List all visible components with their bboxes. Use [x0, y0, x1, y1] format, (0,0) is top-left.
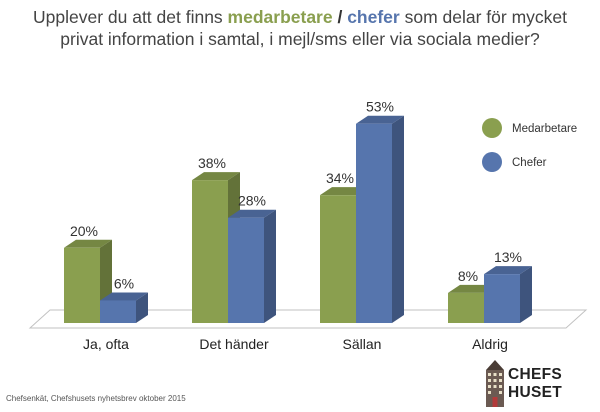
- bar-top: [228, 209, 276, 218]
- bar: [356, 123, 392, 323]
- data-label: 20%: [70, 223, 98, 239]
- bar-top: [484, 266, 532, 275]
- title-highlight-medarbetare: medarbetare: [227, 7, 333, 27]
- category-label: Ja, ofta: [83, 336, 129, 352]
- category-label: Aldrig: [472, 336, 508, 352]
- legend-label: Chefer: [512, 157, 547, 169]
- bar: [64, 247, 100, 323]
- category-label: Sällan: [343, 336, 382, 352]
- title-separator: /: [332, 7, 348, 27]
- title-text: Upplever du att det finns: [32, 7, 228, 27]
- bar: [100, 300, 136, 323]
- chart-floor: [28, 309, 588, 329]
- category-label: Det händer: [199, 336, 269, 352]
- logo-text-line2: HUSET: [508, 384, 563, 401]
- bar-top: [100, 292, 148, 301]
- legend-label: Medarbetare: [512, 123, 577, 135]
- bar-top: [64, 239, 112, 248]
- title-text-rest: som delar för mycket privat information …: [60, 7, 568, 49]
- logo-text-line1: CHEFS: [508, 366, 563, 383]
- bar: [192, 180, 228, 323]
- bar: [228, 217, 264, 323]
- data-label: 34%: [326, 170, 354, 186]
- data-label: 8%: [458, 268, 478, 284]
- bar-top: [192, 172, 240, 181]
- house-icon: [486, 360, 504, 407]
- bar: [484, 274, 520, 323]
- bar-side: [264, 209, 276, 323]
- data-label: 13%: [494, 249, 522, 265]
- chefshuset-logo: CHEFS HUSET: [484, 356, 594, 408]
- bar-side: [520, 266, 532, 323]
- bar-side: [136, 292, 148, 323]
- title-highlight-chefer: chefer: [347, 7, 400, 27]
- source-note: Chefsenkät, Chefshusets nyhetsbrev oktob…: [6, 394, 186, 403]
- data-label: 28%: [238, 193, 266, 209]
- legend-marker: [482, 152, 502, 172]
- legend-marker: [482, 118, 502, 138]
- chart-title: Upplever du att det finns medarbetare / …: [20, 6, 580, 50]
- bar: [320, 195, 356, 323]
- data-label: 38%: [198, 155, 226, 171]
- bar-top: [356, 115, 404, 124]
- bar-side: [392, 115, 404, 323]
- bar: [448, 292, 484, 323]
- data-label: 53%: [366, 99, 394, 115]
- data-label: 6%: [114, 275, 134, 291]
